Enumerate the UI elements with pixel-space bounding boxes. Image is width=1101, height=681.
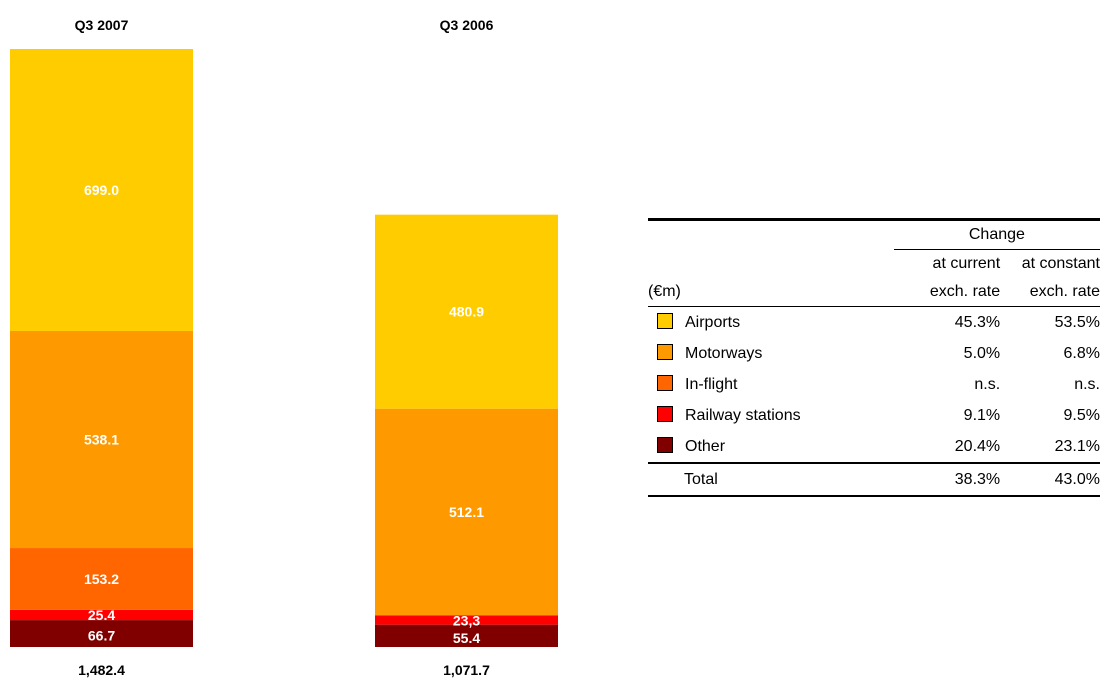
- row-current-value: 45.3%: [954, 314, 1001, 331]
- motorways-swatch: [657, 343, 673, 360]
- col-constant-header-top: at constant: [1021, 255, 1100, 272]
- row-constant-value: 23.1%: [1054, 438, 1100, 455]
- change-table: Change at current at constant (€m) exch.…: [648, 218, 1100, 497]
- total-constant-value: 43.0%: [1000, 462, 1100, 497]
- segment-value-label: 153.2: [84, 571, 119, 587]
- total-label: Total: [648, 462, 894, 497]
- col-current-header-bottom: exch. rate: [893, 278, 1001, 307]
- row-constant-value: 6.8%: [1063, 345, 1100, 362]
- table-header-row-1: Change: [648, 218, 1100, 250]
- stacked-bar-chart: Q3 2007 66.7 25.4 153.2 538.1 699.0 1,482.4 Q3 …: [10, 17, 558, 678]
- table-row-other: Other 20.4% 23.1%: [648, 431, 1100, 463]
- row-label: Motorways: [685, 345, 763, 362]
- row-current-value: n.s.: [974, 376, 1001, 393]
- row-constant-value: n.s.: [1074, 376, 1100, 393]
- airports-swatch: [657, 312, 673, 329]
- segment-value-label: 23,3: [453, 612, 480, 628]
- row-current-value: 5.0%: [963, 345, 1001, 362]
- segment-value-label: 25.4: [88, 607, 115, 623]
- other-swatch: [657, 436, 673, 453]
- col-constant-header-bottom: exch. rate: [1000, 278, 1100, 307]
- bar-segment-railway-stations: [10, 609, 193, 621]
- segment-value-label: 538.1: [84, 432, 119, 448]
- bar-category-label: Q3 2006: [440, 17, 494, 33]
- table-row-railway-stations: Railway stations 9.1% 9.5%: [648, 400, 1100, 431]
- unit-label: (€m): [648, 278, 894, 307]
- in-flight-swatch: [657, 374, 673, 391]
- table-row-in-flight: In-flight n.s. n.s.: [648, 369, 1100, 400]
- table-header-row-2: at current at constant: [648, 250, 1100, 279]
- bar-segment-motorways: [375, 408, 558, 616]
- table-row-airports: Airports 45.3% 53.5%: [648, 307, 1100, 339]
- change-header: Change: [893, 218, 1100, 250]
- bar-total-label: 1,071.7: [443, 662, 490, 678]
- row-constant-value: 9.5%: [1063, 407, 1100, 424]
- table-row-total: Total 38.3% 43.0%: [648, 462, 1100, 497]
- row-label: In-flight: [685, 376, 738, 393]
- bar-segment-railway-stations: [375, 615, 558, 625]
- row-label: Other: [685, 438, 726, 455]
- segment-value-label: 512.1: [449, 504, 484, 520]
- col-current-header-top: at current: [932, 255, 1001, 272]
- bar-segment-airports: [10, 49, 193, 331]
- railway-stations-swatch: [657, 405, 673, 422]
- bar-total-label: 1,482.4: [78, 662, 125, 678]
- bar-segment-motorways: [10, 330, 193, 549]
- bar-category-label: Q3 2007: [75, 17, 129, 33]
- bar-segment-airports: [375, 214, 558, 409]
- row-label: Airports: [685, 314, 741, 331]
- bar-segment-in-flight: [10, 548, 193, 610]
- segment-value-label: 480.9: [449, 304, 484, 320]
- table-row-motorways: Motorways 5.0% 6.8%: [648, 338, 1100, 369]
- row-label: Railway stations: [685, 407, 801, 424]
- segment-value-label: 66.7: [88, 628, 115, 644]
- segment-value-label: 55.4: [453, 630, 480, 646]
- bar-segment-other: [375, 624, 558, 647]
- row-constant-value: 53.5%: [1054, 314, 1100, 331]
- segment-value-label: 699.0: [84, 182, 119, 198]
- row-current-value: 9.1%: [963, 407, 1001, 424]
- bar-segment-other: [10, 620, 193, 647]
- row-current-value: 20.4%: [954, 438, 1001, 455]
- total-current-value: 38.3%: [893, 462, 1001, 497]
- table-header-row-3: (€m) exch. rate exch. rate: [648, 278, 1100, 307]
